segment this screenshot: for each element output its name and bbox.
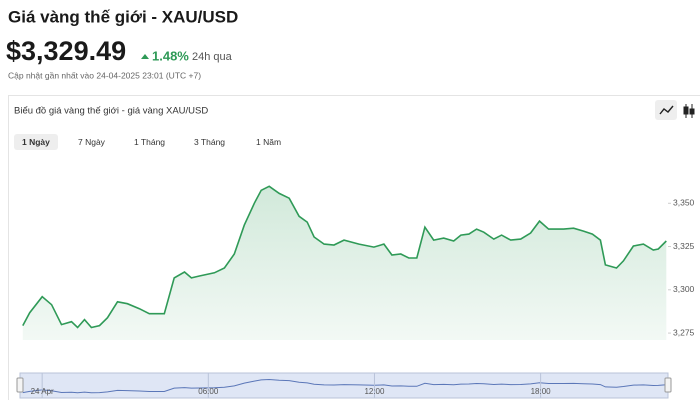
tab-label: 3 Tháng [194,137,225,147]
change: 1.48% [152,48,189,63]
y-tick-label: 3,325 [673,241,695,251]
updated: Cập nhật gần nhất vào 24-04-2025 23:01 (… [8,70,201,80]
navigator-line [22,378,667,394]
tab[interactable]: 1 Năm [256,137,281,147]
navigator-bg [19,372,669,399]
tab[interactable]: 3 Tháng [194,137,225,147]
x-tick-label: 24 Apr [31,387,54,396]
x-tick-label: 18:00 [531,387,552,396]
card-title: Biểu đồ giá vàng thế giới - giá vàng XAU… [14,106,208,117]
up-arrow [141,54,149,59]
y-tick-label: 3,350 [673,198,695,208]
period: 24h qua [192,51,233,63]
tab[interactable]: 1 Tháng [134,137,165,147]
page-title: Giá vàng thế giới - XAU/USD [8,7,238,26]
line-icon [659,105,674,115]
price: $3,329.49 [6,36,126,66]
tab[interactable]: 7 Ngày [78,137,106,147]
tab-label: 1 Năm [256,137,281,147]
navigator-handle[interactable] [664,377,672,393]
plot: 3,275 3,300 3,325 3,350 [22,185,695,340]
candle-icon[interactable] [683,104,695,118]
x-tick-label: 12:00 [364,387,385,396]
y-tick-label: 3,275 [673,327,695,337]
tab-label: 1 Ngày [22,137,50,147]
price-line [22,185,667,329]
tab-label: 1 Tháng [134,137,165,147]
tab-selected-bg [14,134,58,150]
navigator-handle[interactable] [16,377,24,393]
x-tick-label: 06:00 [198,387,219,396]
navigator: 24 Apr 06:00 12:00 18:00 [16,372,672,399]
tab-label: 7 Ngày [78,137,106,147]
tab[interactable]: 1 Ngày [14,134,58,150]
area [22,186,667,340]
tabs: 1 Ngày 7 Ngày 1 Tháng 3 Tháng 1 Năm [14,134,281,150]
y-tick-label: 3,300 [673,284,695,294]
